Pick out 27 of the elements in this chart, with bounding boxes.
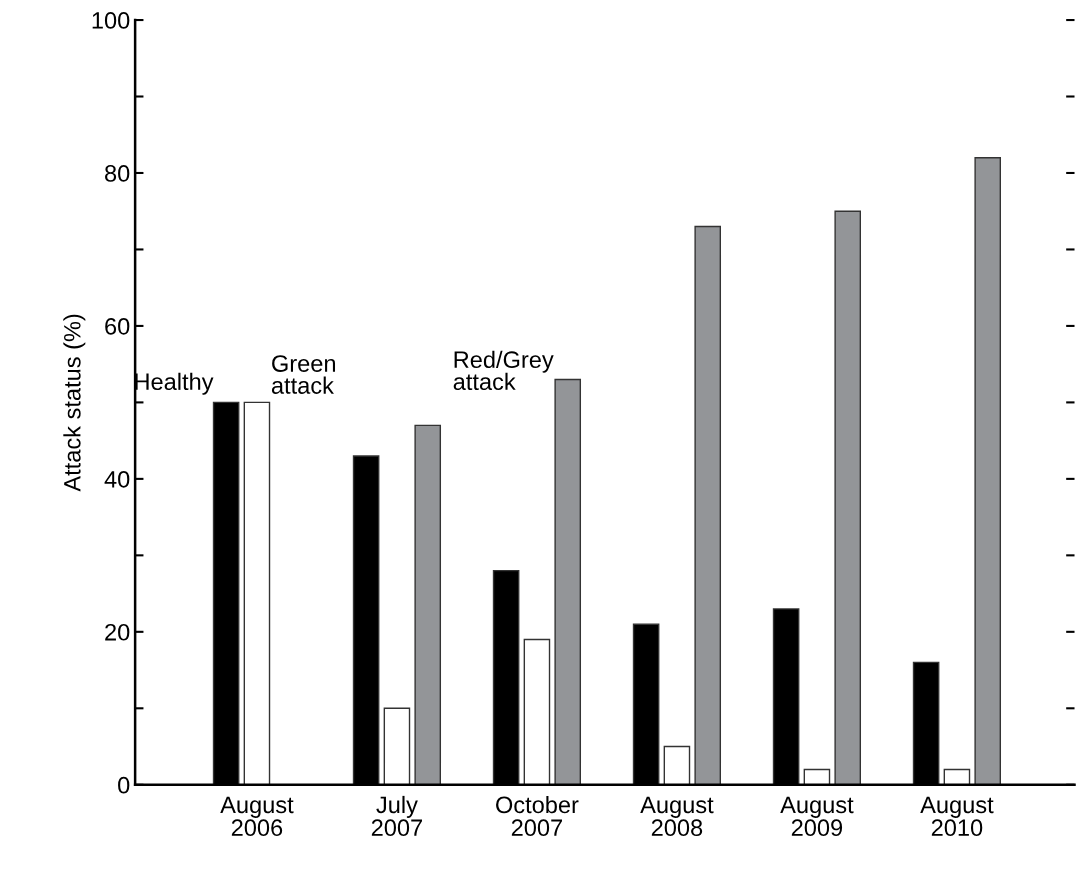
y-tick-label: 20 [105, 623, 130, 641]
y-tick-label: 60 [105, 318, 130, 335]
bar [383, 707, 411, 785]
y-axis-title: Attack status (%) [63, 314, 86, 492]
bar [243, 401, 271, 785]
bar [943, 768, 971, 785]
y-tick-label: 80 [105, 165, 130, 182]
series-label: Red/Grey attack [453, 350, 554, 391]
y-tick-label: 100 [92, 12, 130, 29]
bar [974, 156, 1002, 785]
x-tick-label: August 2009 [780, 796, 854, 837]
series-label: Green attack [271, 355, 336, 394]
x-tick-label: August 2010 [920, 796, 994, 837]
bar [663, 745, 691, 785]
bar [554, 378, 582, 785]
x-tick-label: August 2006 [220, 796, 294, 837]
y-tick-label: 0 [118, 776, 130, 794]
y-tick-label: 40 [104, 470, 130, 488]
bar [523, 638, 551, 785]
bar [834, 210, 862, 785]
bar [803, 768, 831, 785]
bar [414, 424, 442, 785]
series-label: Healthy [135, 372, 214, 395]
x-tick-label: October 2007 [496, 795, 579, 837]
x-tick-label: July 2007 [371, 795, 422, 837]
bar [694, 225, 722, 785]
x-tick-label: August 2008 [640, 796, 714, 837]
